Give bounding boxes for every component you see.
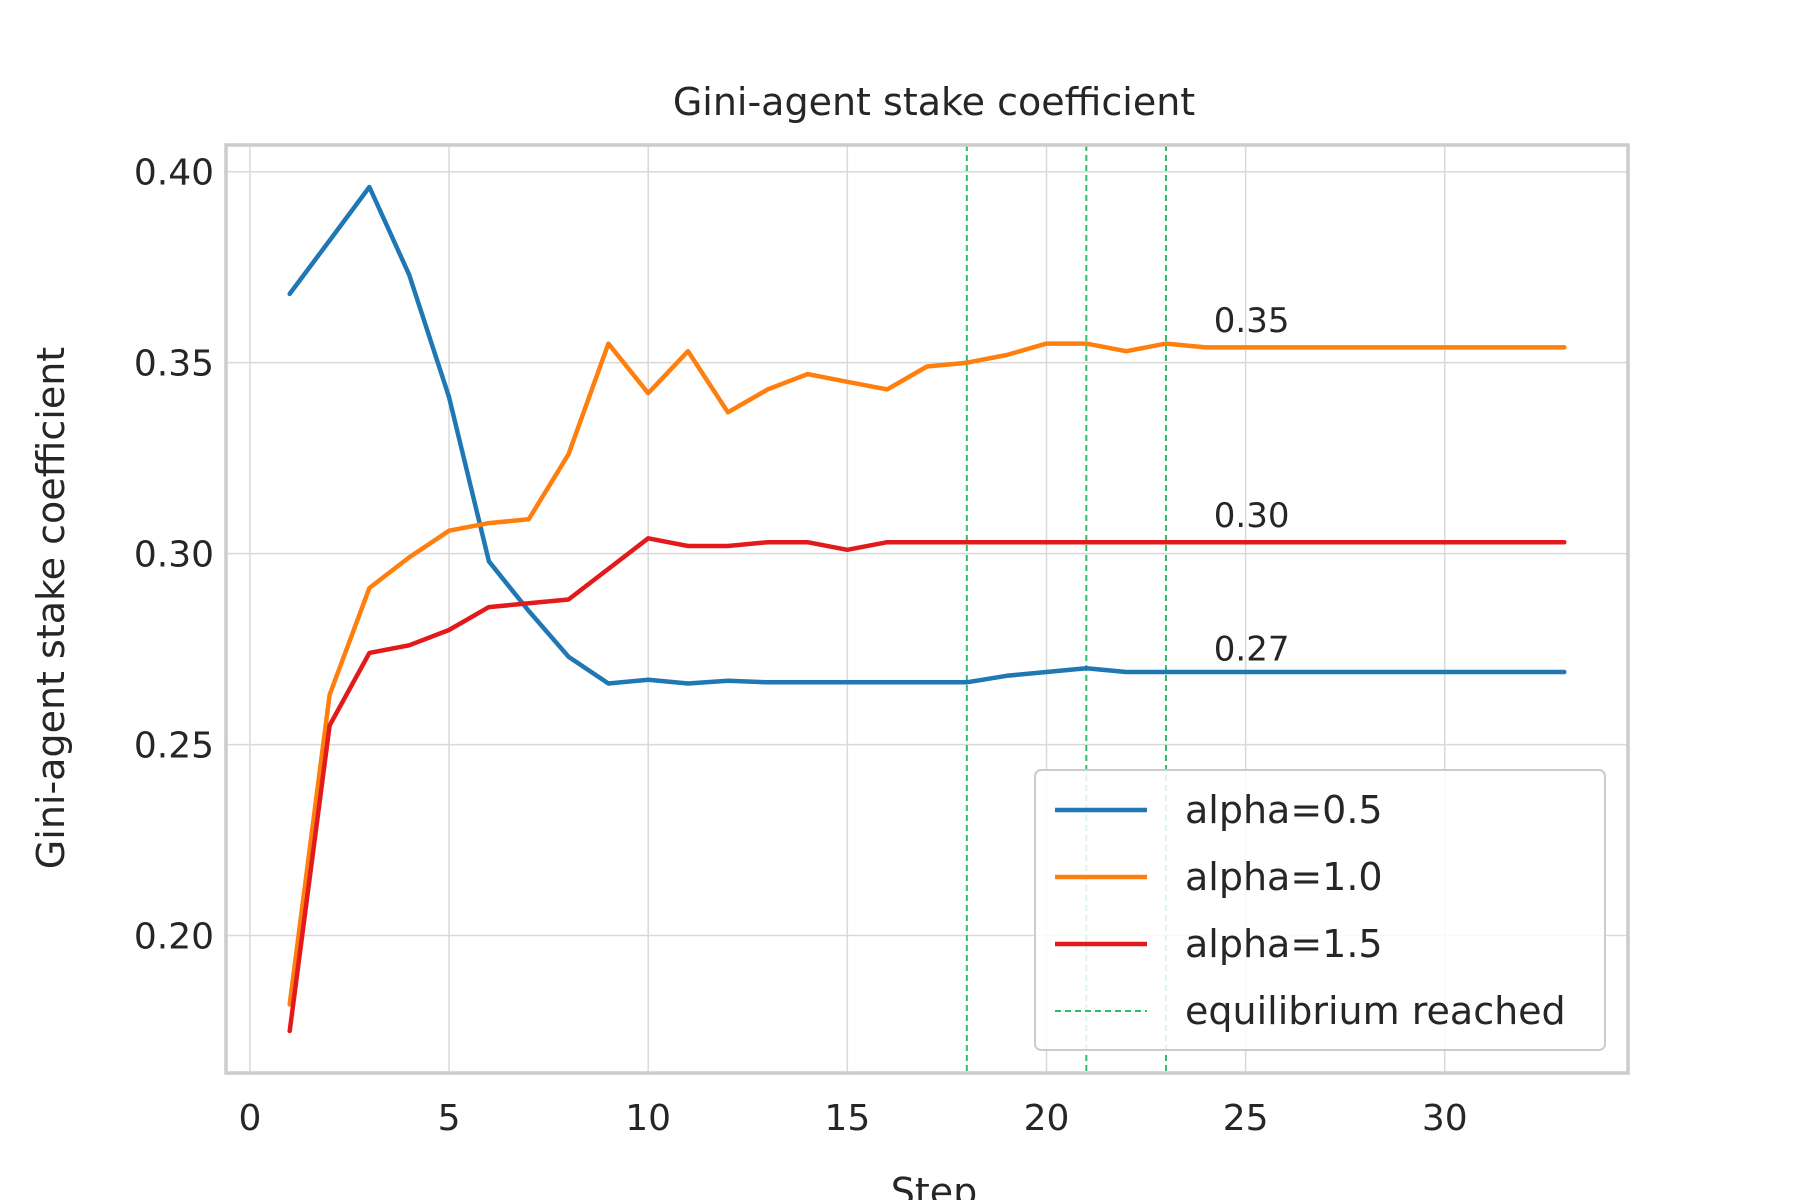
x-tick-label: 15 [824, 1098, 870, 1139]
annotation-label: 0.27 [1214, 630, 1290, 670]
y-tick-label: 0.35 [134, 344, 214, 385]
y-axis-label: Gini-agent stake coefficient [29, 347, 73, 869]
y-tick-label: 0.25 [134, 726, 214, 767]
legend-label: alpha=0.5 [1185, 788, 1383, 832]
annotation-label: 0.30 [1214, 496, 1290, 536]
x-tick-label: 20 [1024, 1098, 1070, 1139]
x-tick-label: 5 [438, 1098, 461, 1139]
y-tick-label: 0.40 [134, 153, 214, 194]
x-tick-labels: 0 5 10 15 20 25 30 [238, 1098, 1467, 1139]
series-line-0 [287, 184, 1567, 686]
y-tick-label: 0.30 [134, 535, 214, 576]
series-lines [287, 184, 1567, 1034]
legend-box [1034, 769, 1606, 1051]
x-tick-label: 25 [1223, 1098, 1269, 1139]
annotation-label: 0.35 [1214, 301, 1290, 341]
series-line-2 [287, 536, 1567, 1034]
legend-label: alpha=1.0 [1185, 855, 1383, 899]
chart-title: Gini-agent stake coefficient [673, 80, 1195, 124]
x-axis-label: Step [891, 1170, 978, 1200]
series-line-1 [287, 341, 1567, 1007]
plot-frame [224, 143, 1630, 1075]
y-tick-label: 0.20 [134, 917, 214, 958]
y-tick-labels: 0.20 0.25 0.30 0.35 0.40 [134, 153, 214, 958]
x-tick-label: 10 [625, 1098, 671, 1139]
legend-label: alpha=1.5 [1185, 922, 1383, 966]
legend: alpha=0.5 alpha=1.0 alpha=1.5 equilibrium r… [1034, 769, 1606, 1051]
annotations: 0.35 0.30 0.27 [1214, 301, 1290, 669]
x-tick-label: 30 [1422, 1098, 1468, 1139]
x-tick-label: 0 [238, 1098, 261, 1139]
legend-label: equilibrium reached [1185, 989, 1566, 1033]
